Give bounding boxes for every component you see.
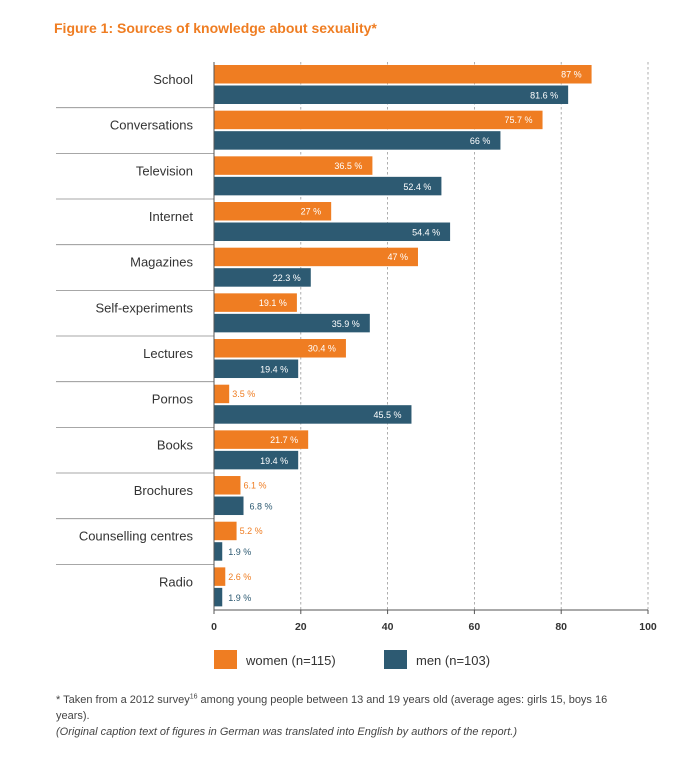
caption-note: (Original caption text of figures in Ger…: [56, 726, 518, 738]
legend-swatch-men: [384, 650, 407, 669]
footnote: * Taken from a 2012 survey16 among young…: [56, 692, 636, 740]
bar-men: [214, 85, 569, 104]
x-tick-label: 20: [295, 621, 307, 633]
bar-women: [214, 110, 543, 130]
row-layer: School Conversations Television Internet Mag…: [56, 72, 214, 589]
data-label-women: 27 %: [301, 207, 322, 217]
data-label-men: 52.4 %: [403, 182, 431, 192]
data-label-men: 22.3 %: [273, 273, 301, 283]
legend-label-women: women (n=115): [245, 653, 336, 668]
x-tick-label: 100: [639, 621, 657, 633]
data-label-men: 35.9 %: [332, 319, 360, 329]
data-label-men: 66 %: [470, 136, 491, 146]
category-label: Books: [157, 437, 194, 452]
data-label-men: 81.6 %: [530, 91, 558, 101]
footnote-reference: 16: [189, 693, 198, 701]
category-label: Self-experiments: [95, 300, 193, 315]
bar-women: [214, 339, 346, 358]
data-label-women: 2.6 %: [228, 572, 251, 582]
category-label: School: [153, 72, 193, 87]
bar-women: [214, 567, 226, 586]
legend: women (n=115) men (n=103): [214, 650, 490, 669]
bar-women: [214, 476, 241, 495]
bar-men: [214, 496, 244, 516]
data-label-men: 1.9 %: [228, 593, 251, 603]
data-label-women: 19.1 %: [259, 298, 287, 308]
x-tick-label: 40: [382, 621, 394, 633]
category-label: Pornos: [152, 392, 194, 407]
category-label: Radio: [159, 574, 193, 589]
data-label-men: 1.9 %: [228, 547, 251, 557]
bar-men: [214, 450, 299, 470]
data-label-women: 87 %: [561, 70, 582, 80]
grid-layer: [300, 62, 649, 611]
bar-women: [214, 247, 418, 267]
x-tick-label: 60: [469, 621, 481, 633]
category-label: Television: [136, 163, 193, 178]
data-label-women: 5.2 %: [240, 526, 263, 536]
bar-women: [214, 202, 332, 221]
bar-women: [214, 156, 373, 175]
bar-women: [214, 430, 309, 449]
bar-men: [214, 313, 370, 333]
x-tick-label: 0: [211, 621, 217, 633]
bar-women: [214, 65, 592, 84]
x-tick-label: 80: [555, 621, 567, 633]
bar-men: [214, 587, 223, 607]
category-label: Conversations: [110, 118, 194, 133]
bar-men: [214, 359, 299, 379]
data-label-women: 75.7 %: [505, 115, 533, 125]
data-label-women: 47 %: [387, 252, 408, 262]
bar-men: [214, 222, 451, 242]
bar-women: [214, 521, 237, 541]
data-label-women: 21.7 %: [270, 435, 298, 445]
data-label-women: 3.5 %: [232, 389, 255, 399]
category-label: Internet: [149, 209, 193, 224]
bar-layer: 87 % 81.6 % 75.7 % 66 % 36.5 % 52.4 % 27 % 54.4…: [214, 65, 592, 607]
data-label-women: 30.4 %: [308, 344, 336, 354]
bar-men: [214, 268, 311, 287]
category-label: Counselling centres: [79, 529, 194, 544]
category-label: Magazines: [130, 255, 193, 270]
footnote-text-start: * Taken from a 2012 survey: [56, 694, 190, 706]
figure-title: Figure 1: Sources of knowledge about sex…: [54, 20, 377, 36]
bar-women: [214, 293, 297, 312]
footnote-text-end: among young people between 13 and 19 yea…: [56, 694, 608, 722]
data-label-men: 54.4 %: [412, 228, 440, 238]
bar-men: [214, 405, 412, 424]
legend-label-men: men (n=103): [416, 653, 490, 668]
data-label-women: 6.1 %: [243, 481, 266, 491]
data-label-men: 19.4 %: [260, 456, 288, 466]
axis-layer: 0 20 40 60 80 100: [211, 62, 657, 633]
bar-chart: School Conversations Television Internet Mag…: [56, 62, 657, 669]
legend-swatch-women: [214, 650, 237, 669]
category-label: Brochures: [134, 483, 194, 498]
bar-men: [214, 542, 223, 561]
data-label-men: 6.8 %: [250, 502, 273, 512]
data-label-men: 45.5 %: [373, 410, 401, 420]
bar-men: [214, 131, 501, 150]
data-label-women: 36.5 %: [334, 161, 362, 171]
bar-men: [214, 176, 442, 196]
data-label-men: 19.4 %: [260, 365, 288, 375]
category-label: Lectures: [143, 346, 193, 361]
bar-women: [214, 384, 230, 404]
